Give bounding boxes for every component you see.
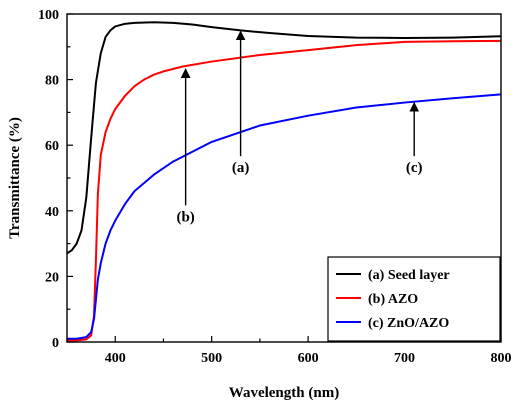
y-tick-label: 0 bbox=[52, 336, 59, 351]
y-tick-label: 20 bbox=[45, 270, 59, 285]
y-tick-label: 100 bbox=[38, 8, 59, 23]
annotation-label: (b) bbox=[176, 209, 194, 225]
x-tick-label: 400 bbox=[105, 351, 126, 366]
x-tick-label: 500 bbox=[201, 351, 222, 366]
series-line-1 bbox=[67, 21, 501, 255]
legend-label-3: (c) ZnO/AZO bbox=[368, 316, 449, 331]
series-line-3 bbox=[67, 93, 501, 340]
x-tick-label: 800 bbox=[491, 351, 512, 366]
y-tick-label: 80 bbox=[45, 74, 59, 89]
x-tick-label: 700 bbox=[394, 351, 415, 366]
plot-area bbox=[67, 21, 501, 342]
y-tick-label: 40 bbox=[45, 205, 59, 220]
x-tick-label: 600 bbox=[298, 351, 319, 366]
annotation-label: (a) bbox=[232, 160, 250, 176]
y-axis-label: Transmittance (%) bbox=[7, 117, 23, 239]
legend-label-2: (b) AZO bbox=[368, 292, 418, 307]
axes: 400 500 600 700 800 0 20 40 60 80 100 bbox=[38, 8, 512, 366]
annotations: (a) (b) (c) bbox=[176, 30, 423, 225]
y-tick-label: 60 bbox=[45, 139, 59, 154]
legend: (a) Seed layer (b) AZO (c) ZnO/AZO bbox=[327, 256, 501, 342]
annotation-label: (c) bbox=[406, 160, 423, 176]
x-axis-label: Wavelength (nm) bbox=[229, 385, 339, 401]
legend-label-1: (a) Seed layer bbox=[368, 268, 450, 283]
